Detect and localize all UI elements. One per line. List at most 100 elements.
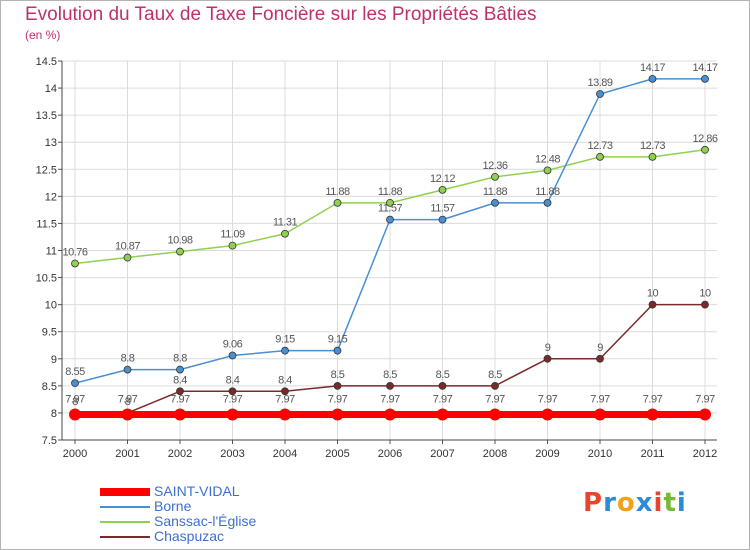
data-label: 8	[125, 396, 131, 408]
data-point	[438, 381, 447, 390]
data-point	[543, 166, 552, 175]
x-tick-label: 2004	[273, 448, 297, 460]
data-point	[436, 408, 449, 421]
logo-letter: x	[635, 488, 654, 518]
data-label: 11.57	[430, 203, 455, 215]
data-label: 7.97	[590, 394, 610, 406]
data-label: 7.97	[118, 394, 138, 406]
x-tick-label: 2011	[641, 448, 665, 460]
data-point	[333, 346, 342, 355]
data-label: 8.5	[436, 369, 450, 381]
logo-letter: i	[653, 488, 664, 518]
legend-swatch	[100, 488, 150, 496]
legend-swatch	[100, 521, 150, 523]
data-point	[594, 408, 606, 421]
logo-letter: o	[616, 488, 636, 518]
data-label: 11.88	[325, 186, 350, 198]
data-label: 9.15	[275, 334, 295, 346]
y-tick-label: 13	[45, 137, 57, 149]
data-point	[69, 408, 81, 421]
data-point	[174, 408, 186, 421]
data-label: 9.06	[223, 339, 243, 351]
y-tick-label: 8.5	[42, 381, 57, 393]
data-label: 9	[545, 342, 551, 354]
y-unit-label: (en %)	[25, 28, 61, 42]
data-label: 10	[699, 288, 711, 300]
data-point	[543, 198, 552, 207]
legend-item: Sanssac-l'Église	[100, 514, 350, 529]
data-label: 7.97	[328, 394, 348, 406]
x-tick-label: 2003	[220, 448, 244, 460]
data-label: 12.73	[587, 140, 612, 152]
data-label: 11.09	[220, 229, 245, 241]
y-tick-label: 9	[51, 354, 57, 366]
data-point	[123, 365, 132, 374]
chart-legend: SAINT-VIDAL Borne Sanssac-l'Église Chaspuza…	[100, 484, 350, 544]
data-label: 14.17	[640, 62, 665, 74]
data-label: 8.4	[278, 374, 292, 386]
data-point	[543, 354, 552, 363]
data-label: 8	[72, 396, 78, 408]
logo-letter: t	[663, 488, 677, 518]
data-label: 7.97	[275, 394, 295, 406]
data-point	[541, 408, 554, 421]
x-tick-label: 2001	[115, 448, 139, 460]
data-point	[71, 379, 79, 388]
data-point	[228, 387, 237, 396]
chart-title: Evolution du Taux de Taxe Foncière sur l…	[25, 4, 537, 25]
data-label: 11.88	[483, 186, 508, 198]
logo-letter: r	[603, 488, 617, 518]
data-label: 8.5	[331, 369, 345, 381]
data-point	[491, 198, 499, 207]
data-point	[228, 241, 237, 250]
data-point	[596, 152, 604, 161]
x-tick-label: 2006	[378, 448, 402, 460]
data-point	[333, 198, 342, 207]
data-label: 13.89	[587, 77, 612, 89]
data-label: 7.97	[643, 394, 663, 406]
y-tick-label: 14.5	[36, 56, 57, 68]
proxiti-logo: Proxiti	[583, 488, 687, 518]
y-tick-label: 10	[45, 300, 57, 312]
y-tick-label: 12	[45, 191, 57, 203]
x-tick-label: 2009	[535, 448, 559, 460]
data-label: 11.88	[378, 186, 403, 198]
data-point	[386, 381, 394, 390]
data-point	[489, 408, 501, 421]
legend-label: Sanssac-l'Église	[154, 513, 257, 529]
data-label: 7.97	[538, 394, 558, 406]
data-point	[176, 365, 184, 374]
data-label: 9.15	[328, 334, 348, 346]
logo-letter: P	[583, 488, 604, 518]
data-label: 12.86	[692, 133, 717, 145]
data-point	[281, 229, 289, 238]
data-label: 10.87	[115, 241, 140, 253]
legend-label: Chaspuzac	[154, 528, 225, 544]
data-point	[596, 90, 604, 98]
data-point	[123, 253, 132, 262]
data-point	[699, 408, 711, 421]
y-tick-label: 11.5	[36, 218, 57, 230]
logo-letter: i	[676, 488, 687, 518]
data-label: 12.36	[482, 160, 507, 172]
data-label: 7.97	[65, 394, 85, 406]
data-point	[281, 346, 289, 355]
data-point	[384, 408, 396, 421]
data-label: 11.31	[273, 217, 298, 229]
data-point	[648, 300, 657, 309]
y-tick-label: 11	[46, 246, 57, 258]
legend-item: SAINT-VIDAL	[100, 484, 350, 499]
data-point	[646, 408, 659, 421]
x-tick-label: 2010	[588, 448, 612, 460]
data-label: 8.4	[226, 374, 240, 386]
y-tick-label: 9.5	[42, 327, 57, 339]
data-point	[491, 172, 499, 181]
data-label: 12.73	[640, 140, 665, 152]
x-tick-label: 2008	[483, 448, 507, 460]
y-tick-label: 14	[45, 83, 57, 95]
x-tick-label: 2012	[693, 448, 717, 460]
data-label: 7.97	[380, 394, 400, 406]
data-label: 7.97	[433, 394, 453, 406]
legend-swatch	[100, 536, 150, 538]
